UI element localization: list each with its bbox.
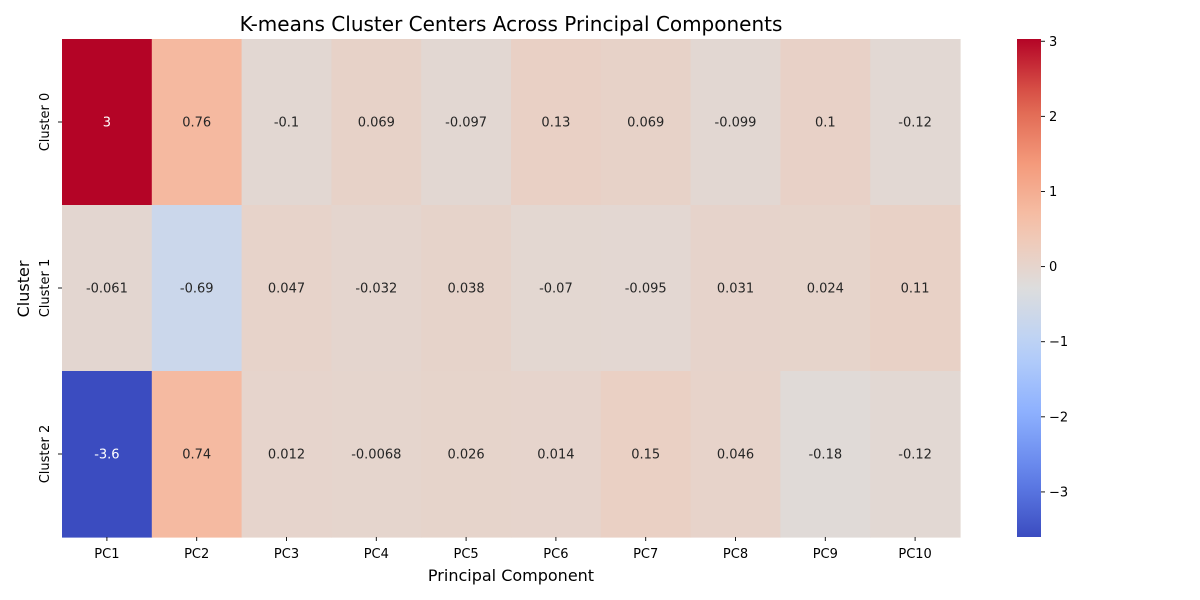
colorbar-tick-label: 3 <box>1049 35 1057 50</box>
heatmap-cell <box>421 205 512 372</box>
x-tick-label: PC1 <box>94 547 119 562</box>
cell-value-label: -0.12 <box>898 448 932 463</box>
cell-value-label: 0.069 <box>358 116 395 131</box>
cell-value-label: 0.11 <box>901 282 930 297</box>
cell-value-label: -0.18 <box>808 448 842 463</box>
heatmap-cell <box>151 205 243 372</box>
heatmap-cell <box>511 39 602 206</box>
heatmap-cell <box>870 39 961 206</box>
cell-value-label: -0.69 <box>180 282 214 297</box>
heatmap-cell <box>331 205 422 372</box>
heatmap-cell <box>241 371 332 538</box>
heatmap-cell <box>690 371 781 538</box>
colorbar-gradient <box>1017 39 1041 537</box>
y-tick-label: Cluster 0 <box>38 93 53 152</box>
x-tick-label: PC6 <box>543 547 568 562</box>
cell-value-label: 0.76 <box>182 116 211 131</box>
cell-value-label: -0.095 <box>625 282 667 297</box>
cell-value-label: 0.031 <box>717 282 754 297</box>
heatmap-cell <box>151 371 243 538</box>
x-axis: PC1 PC2 PC3 PC4 PC5 PC6 PC7 PC8 PC9 PC10 <box>94 537 932 562</box>
colorbar-tick-label: −1 <box>1049 335 1068 350</box>
heatmap-cell <box>600 371 692 538</box>
heatmap-annotations: 3 0.76 -0.1 0.069 -0.097 0.13 0.069 -0.099 0.1 -0… <box>86 116 932 463</box>
cell-value-label: -0.1 <box>274 116 299 131</box>
cell-value-label: 0.15 <box>631 448 660 463</box>
cell-value-label: 3 <box>103 116 111 131</box>
colorbar-tick-label: 2 <box>1049 110 1057 125</box>
y-tick-label: Cluster 1 <box>38 259 53 318</box>
x-tick-label: PC9 <box>813 547 838 562</box>
cell-value-label: 0.038 <box>447 282 484 297</box>
cell-value-label: 0.014 <box>537 448 574 463</box>
heatmap-cell <box>780 205 871 372</box>
cell-value-label: 0.026 <box>447 448 484 463</box>
x-tick-label: PC7 <box>633 547 658 562</box>
y-tick-label: Cluster 2 <box>38 425 53 484</box>
cell-value-label: 0.047 <box>268 282 305 297</box>
colorbar-tick-label: −3 <box>1049 485 1068 500</box>
colorbar-tick-label: 0 <box>1049 260 1057 275</box>
heatmap-cell <box>62 371 153 538</box>
heatmap-cell <box>780 371 871 538</box>
colorbar-tick-label: 1 <box>1049 185 1057 200</box>
colorbar-ticks: −3 −2 −1 0 1 2 3 <box>1041 35 1068 500</box>
x-tick-label: PC8 <box>723 547 748 562</box>
heatmap-cell <box>600 39 692 206</box>
heatmap-cell <box>780 39 871 206</box>
colorbar: −3 −2 −1 0 1 2 3 <box>1017 35 1068 537</box>
heatmap-cells <box>62 39 961 538</box>
x-axis-label: Principal Component <box>428 566 594 585</box>
heatmap-cell <box>62 205 153 372</box>
heatmap-cell <box>241 39 332 206</box>
cell-value-label: -0.12 <box>898 116 932 131</box>
cell-value-label: 0.046 <box>717 448 754 463</box>
heatmap-cell <box>600 205 692 372</box>
heatmap-cell <box>421 39 512 206</box>
heatmap-cell <box>151 39 243 206</box>
heatmap-cell <box>870 371 961 538</box>
heatmap-cell <box>511 371 602 538</box>
cell-value-label: -0.099 <box>715 116 757 131</box>
cell-value-label: 0.74 <box>182 448 211 463</box>
heatmap-cell <box>511 205 602 372</box>
cell-value-label: 0.012 <box>268 448 305 463</box>
x-tick-label: PC4 <box>364 547 389 562</box>
cell-value-label: -3.6 <box>94 448 119 463</box>
heatmap-cell <box>421 371 512 538</box>
heatmap-cell <box>62 39 153 206</box>
cell-value-label: -0.0068 <box>351 448 401 463</box>
cell-value-label: 0.024 <box>807 282 844 297</box>
x-tick-label: PC10 <box>898 547 931 562</box>
heatmap-cell <box>331 39 422 206</box>
x-tick-label: PC3 <box>274 547 299 562</box>
heatmap-cell <box>241 205 332 372</box>
x-tick-label: PC5 <box>454 547 479 562</box>
chart-title: K-means Cluster Centers Across Principal… <box>240 12 783 36</box>
cell-value-label: 0.1 <box>815 116 836 131</box>
colorbar-tick-label: −2 <box>1049 410 1068 425</box>
y-axis: Cluster 0 Cluster 1 Cluster 2 <box>38 93 62 484</box>
cell-value-label: -0.061 <box>86 282 128 297</box>
heatmap-cell <box>870 205 961 372</box>
y-axis-label: Cluster <box>14 260 33 317</box>
x-tick-label: PC2 <box>184 547 209 562</box>
heatmap-cell <box>690 205 781 372</box>
cell-value-label: -0.097 <box>445 116 487 131</box>
cell-value-label: -0.032 <box>355 282 397 297</box>
heatmap-cell <box>690 39 781 206</box>
heatmap-cell <box>331 371 422 538</box>
cell-value-label: -0.07 <box>539 282 573 297</box>
cell-value-label: 0.069 <box>627 116 664 131</box>
cell-value-label: 0.13 <box>541 116 570 131</box>
